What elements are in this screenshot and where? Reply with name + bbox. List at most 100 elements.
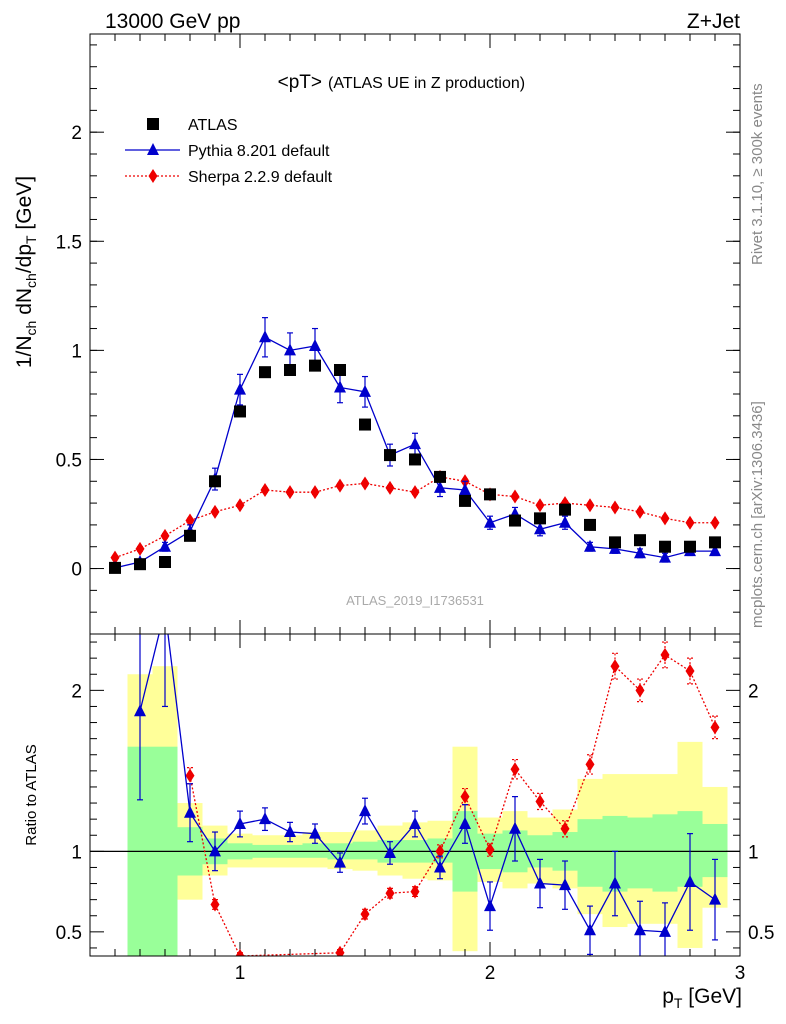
atlas-point: [134, 558, 146, 571]
atlas-point: [609, 536, 621, 549]
uncertainty-band-inner: [152, 746, 178, 956]
sherpa-point: [285, 485, 295, 500]
sherpa-point: [310, 485, 320, 500]
main-ytick-label: 1: [71, 341, 82, 362]
uncertainty-band-inner: [352, 841, 378, 860]
ratio-sherpa-point: [435, 844, 445, 859]
atlas-point: [709, 536, 721, 549]
sherpa-point: [660, 511, 670, 526]
ratio-pythia-point: [234, 816, 246, 829]
ratio-sherpa-point: [460, 789, 470, 804]
xlabel-unit: [GeV]: [682, 985, 742, 1008]
ratio-sherpa-errorbar: [712, 715, 718, 740]
ratio-sherpa-point: [660, 647, 670, 662]
main-ytick-label: 0.5: [56, 450, 82, 471]
ylabel-sub3: T: [23, 235, 39, 244]
ratio-sherpa-point: [635, 683, 645, 698]
ylabel-main: 1/N: [13, 335, 36, 368]
chart-title: <pT>: [278, 72, 322, 93]
ratio-sherpa-point: [210, 897, 220, 912]
ratio-sherpa-point: [235, 949, 245, 956]
ratio-pythia-point: [384, 845, 396, 858]
atlas-point: [459, 494, 471, 507]
legend-marker: [148, 169, 158, 183]
atlas-point: [259, 366, 271, 379]
ratio-ytick-label: 0.5: [56, 923, 82, 944]
sherpa-point: [610, 500, 620, 515]
uncertainty-band-inner: [627, 817, 653, 889]
ratio-pythia-point: [209, 844, 221, 857]
ratio-pythia-point: [684, 874, 696, 887]
atlas-point: [209, 475, 221, 488]
energy-label: 13000 GeV pp: [105, 10, 240, 33]
atlas-point: [434, 470, 446, 483]
atlas-point: [484, 488, 496, 501]
atlas-point: [284, 364, 296, 376]
pythia-point: [484, 515, 496, 528]
sherpa-point: [710, 515, 720, 530]
pythia-point: [459, 483, 471, 495]
ratio-ytick-label: 2: [71, 681, 82, 702]
ylabel-sub1: ch: [23, 321, 39, 336]
ratio-pythia-point: [134, 704, 146, 717]
pythia-point: [534, 522, 546, 535]
ratio-pythia-point: [284, 825, 296, 838]
pythia-point: [259, 330, 271, 343]
ratio-pythia-point: [559, 878, 571, 891]
ratio-ytick-label-right: 0.5: [748, 923, 774, 944]
ylabel-mid1: dN: [13, 288, 36, 321]
ratio-pythia-point: [334, 855, 346, 868]
ratio-pythia-point: [609, 876, 621, 889]
pythia-point: [409, 437, 421, 450]
legend-label: ATLAS: [188, 117, 238, 134]
pythia-point: [284, 343, 296, 356]
atlas-point: [684, 540, 696, 553]
atlas-point: [559, 503, 571, 516]
main-ytick-label: 2: [71, 123, 82, 144]
sherpa-point: [685, 515, 695, 530]
chart-subtitle: (ATLAS UE in Z production): [328, 75, 525, 92]
atlas-point: [409, 453, 421, 466]
pythia-point: [434, 480, 446, 493]
pythia-point: [709, 544, 721, 557]
uncertainty-band-inner: [302, 843, 328, 858]
sherpa-point: [360, 476, 370, 491]
pythia-point: [559, 515, 571, 528]
ratio-xlabel: pT [GeV]: [662, 985, 742, 1011]
ratio-pythia-point: [259, 812, 271, 825]
atlas-point: [184, 529, 196, 542]
pythia-point: [234, 382, 246, 395]
ratio-sherpa-point: [560, 821, 570, 836]
sherpa-point: [585, 498, 595, 513]
ratio-sherpa-point: [360, 907, 370, 922]
ratio-sherpa-point: [410, 884, 420, 899]
rivet-label: Rivet 3.1.10, ≥ 300k events: [749, 83, 766, 265]
ratio-pythia-point: [534, 876, 546, 889]
ratio-sherpa-point: [685, 664, 695, 679]
sherpa-point: [535, 498, 545, 513]
sherpa-point: [510, 489, 520, 504]
ratio-pythia-point: [409, 816, 421, 829]
pythia-point: [334, 380, 346, 393]
atlas-point: [634, 534, 646, 547]
atlas-point: [584, 518, 596, 531]
ratio-pythia-point: [484, 899, 496, 912]
atlas-point: [334, 364, 346, 376]
xlabel-sub: T: [674, 995, 683, 1011]
ratio-panel: 0.5 0.5 1 1 2 2 1 2 3 Ratio to ATLAS pT [GeV]: [23, 633, 774, 1011]
ratio-pythia-point: [184, 805, 196, 818]
ratio-sherpa-errorbar: [637, 678, 643, 703]
atlas-point: [309, 359, 321, 372]
ratio-pythia-point: [584, 923, 596, 936]
ylabel-sub2: ch: [23, 273, 39, 288]
sherpa-point: [635, 504, 645, 519]
main-ylabel: 1/Nch dNch/dpT [GeV]: [13, 176, 39, 368]
sherpa-point: [335, 478, 345, 493]
atlas-point: [234, 405, 246, 418]
ratio-xtick-label: 3: [735, 963, 746, 984]
process-label: Z+Jet: [687, 10, 740, 33]
ratio-pythia-point: [709, 892, 721, 905]
ratio-pythia-errorbar: [162, 634, 168, 708]
ratio-ytick-label-right: 2: [748, 681, 759, 702]
legend-label: Sherpa 2.2.9 default: [188, 169, 333, 186]
